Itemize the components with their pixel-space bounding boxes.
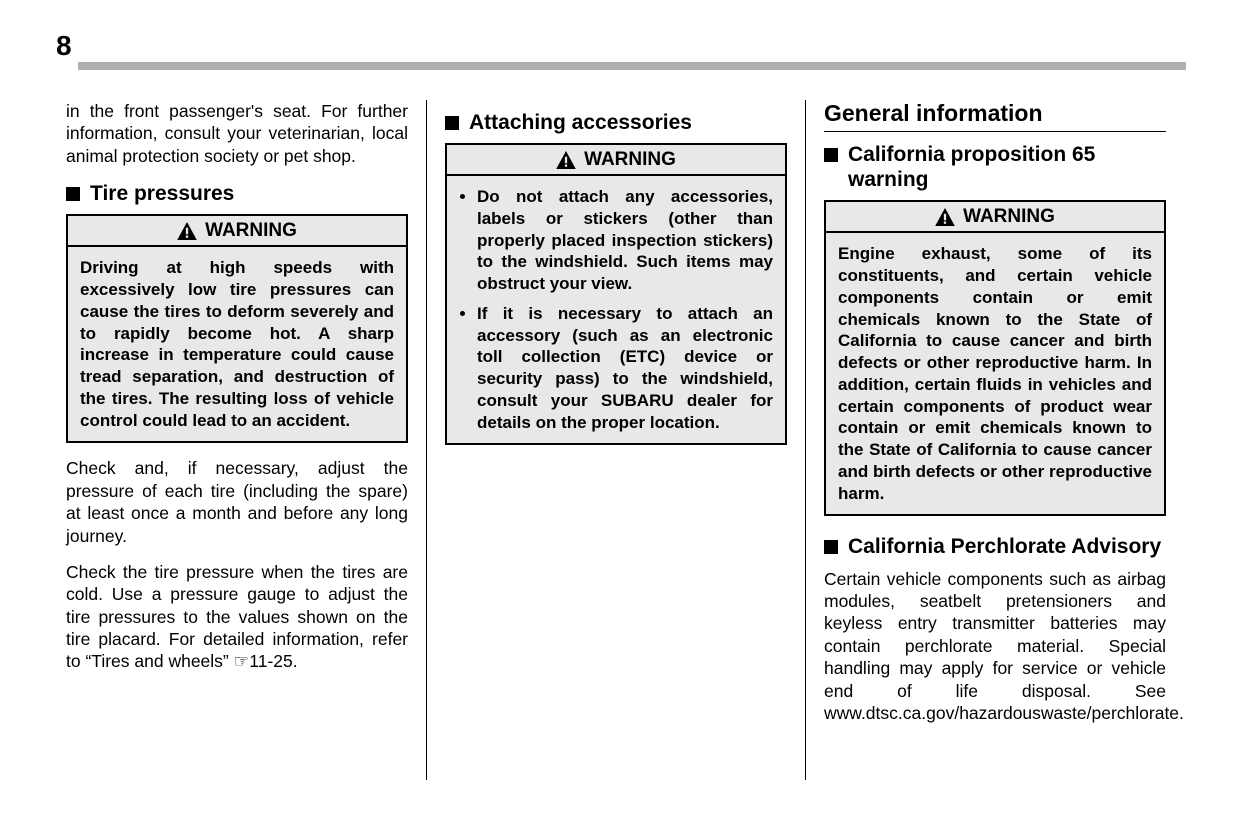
attaching-accessories-heading: Attaching accessories	[445, 110, 787, 135]
content-area: in the front passenger's seat. For furth…	[56, 100, 1188, 780]
warning-label-text: WARNING	[963, 206, 1055, 228]
square-bullet-icon	[445, 116, 459, 130]
attaching-accessories-warning-body: Do not attach any accessories, labels or…	[447, 176, 785, 443]
prop65-warning-text: Engine exhaust, some of its constituents…	[826, 233, 1164, 514]
warning-bullet-2: If it is necessary to attach an accessor…	[477, 303, 773, 434]
warning-triangle-icon	[177, 222, 197, 240]
square-bullet-icon	[66, 187, 80, 201]
perchlorate-heading: California Perchlorate Advisory	[824, 534, 1166, 559]
warning-header: WARNING	[68, 216, 406, 247]
warning-triangle-icon	[935, 208, 955, 226]
column-2: Attaching accessories WARNING Do not att…	[435, 100, 797, 780]
column-1: in the front passenger's seat. For furth…	[56, 100, 418, 780]
warning-triangle-icon	[556, 151, 576, 169]
warning-header: WARNING	[447, 145, 785, 176]
column-separator-1	[426, 100, 427, 780]
tire-pressures-heading: Tire pressures	[66, 181, 408, 206]
warning-label-text: WARNING	[584, 149, 676, 171]
warning-label-text: WARNING	[205, 220, 297, 242]
tire-pressures-heading-text: Tire pressures	[90, 181, 234, 206]
attaching-accessories-warning-box: WARNING Do not attach any accessories, l…	[445, 143, 787, 445]
column-separator-2	[805, 100, 806, 780]
square-bullet-icon	[824, 540, 838, 554]
tire-pressure-warning-box: WARNING Driving at high speeds with exce…	[66, 214, 408, 443]
tire-check-para-1: Check and, if necessary, adjust the pres…	[66, 457, 408, 547]
prop65-heading: California proposition 65 warning	[824, 142, 1166, 192]
warning-bullet-list: Do not attach any accessories, labels or…	[459, 186, 773, 433]
column-3: General information California propositi…	[814, 100, 1176, 780]
perchlorate-body-text: Certain vehicle components such as airba…	[824, 568, 1166, 725]
attaching-accessories-heading-text: Attaching accessories	[469, 110, 692, 135]
tire-check-para-2: Check the tire pressure when the tires a…	[66, 561, 408, 673]
warning-header: WARNING	[826, 202, 1164, 233]
warning-bullet-1: Do not attach any accessories, labels or…	[477, 186, 773, 295]
prop65-heading-text: California proposition 65 warning	[848, 142, 1166, 192]
tire-pressure-warning-text: Driving at high speeds with excessively …	[68, 247, 406, 441]
header-rule	[78, 62, 1186, 70]
intro-continuation-text: in the front passenger's seat. For furth…	[66, 100, 408, 167]
perchlorate-heading-text: California Perchlorate Advisory	[848, 534, 1161, 559]
prop65-warning-box: WARNING Engine exhaust, some of its cons…	[824, 200, 1166, 516]
square-bullet-icon	[824, 148, 838, 162]
general-information-heading: General information	[824, 100, 1166, 132]
page-number: 8	[56, 30, 72, 62]
